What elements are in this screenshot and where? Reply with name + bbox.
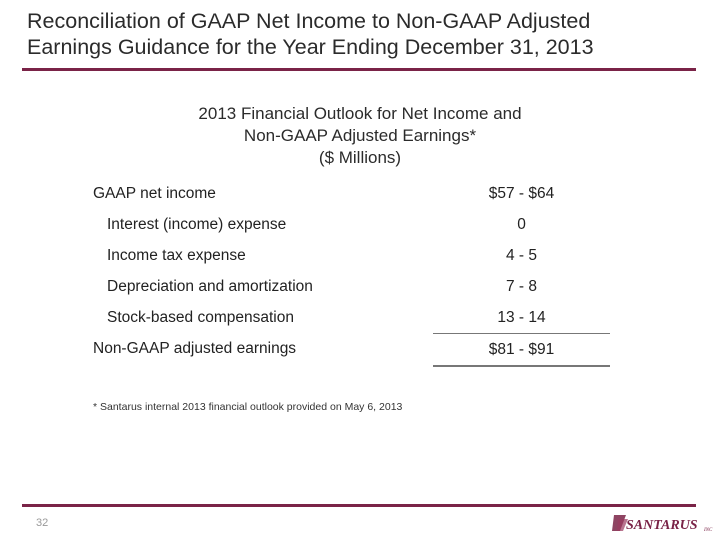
row-value: 4 - 5 bbox=[505, 247, 537, 264]
table-subtitle: 2013 Financial Outlook for Net Income an… bbox=[150, 103, 570, 169]
table-row-total: Non-GAAP adjusted earnings $81 - $91 bbox=[93, 333, 610, 367]
row-label: Non-GAAP adjusted earnings bbox=[93, 340, 297, 357]
row-label: Stock-based compensation bbox=[107, 309, 294, 326]
row-value: 0 bbox=[517, 216, 526, 233]
reconciliation-table: GAAP net income $57 - $64 Interest (inco… bbox=[93, 178, 610, 367]
row-value: $81 - $91 bbox=[433, 333, 610, 367]
row-value: $57 - $64 bbox=[488, 185, 555, 202]
subtitle-line-3: ($ Millions) bbox=[318, 148, 402, 167]
footer-divider bbox=[22, 504, 696, 507]
subtitle-line-2: Non-GAAP Adjusted Earnings* bbox=[243, 126, 477, 145]
title-line-2: Earnings Guidance for the Year Ending De… bbox=[27, 35, 594, 59]
table-row: Depreciation and amortization 7 - 8 bbox=[93, 271, 610, 302]
santarus-logo-icon: SANTARUS INC bbox=[612, 515, 713, 533]
table-row: GAAP net income $57 - $64 bbox=[93, 178, 610, 209]
title-line-1: Reconciliation of GAAP Net Income to Non… bbox=[27, 9, 591, 33]
row-label: Income tax expense bbox=[107, 247, 246, 264]
table-row: Interest (income) expense 0 bbox=[93, 209, 610, 240]
row-label: Interest (income) expense bbox=[107, 216, 287, 233]
row-value: 7 - 8 bbox=[505, 278, 537, 295]
logo-suffix: INC bbox=[703, 528, 713, 533]
title-divider bbox=[22, 68, 696, 71]
subtitle-line-1: 2013 Financial Outlook for Net Income an… bbox=[198, 104, 522, 123]
table-row: Income tax expense 4 - 5 bbox=[93, 240, 610, 271]
table-row: Stock-based compensation 13 - 14 bbox=[93, 302, 610, 333]
footnote: * Santarus internal 2013 financial outlo… bbox=[93, 401, 403, 413]
logo-wordmark: SANTARUS bbox=[626, 518, 698, 533]
page-number: 32 bbox=[36, 517, 49, 529]
row-value: 13 - 14 bbox=[497, 309, 546, 326]
slide-title: Reconciliation of GAAP Net Income to Non… bbox=[27, 8, 687, 60]
row-label: GAAP net income bbox=[93, 185, 216, 202]
row-label: Depreciation and amortization bbox=[107, 278, 313, 295]
